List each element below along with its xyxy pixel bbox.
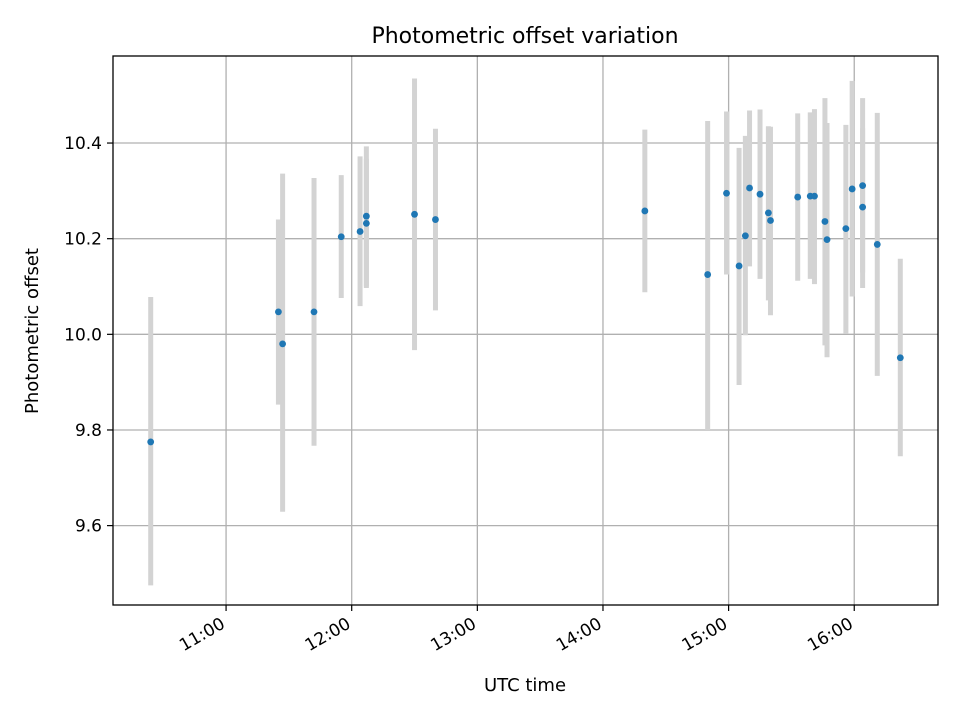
data-point bbox=[811, 192, 818, 200]
data-point bbox=[873, 241, 881, 248]
data-point bbox=[764, 209, 772, 217]
y-tick-label: 9.6 bbox=[75, 517, 102, 537]
data-point bbox=[362, 212, 370, 220]
x-axis-ticks: 11:00 12:00 13:00 14:00 15:00 16:00 bbox=[176, 605, 857, 656]
chart-title: Photometric offset variation bbox=[371, 24, 678, 49]
x-tick-label: 11:00 bbox=[176, 614, 228, 656]
data-point bbox=[704, 271, 712, 278]
data-point bbox=[411, 210, 418, 218]
data-point bbox=[842, 225, 850, 233]
data-point bbox=[756, 190, 764, 198]
data-point bbox=[741, 232, 749, 240]
data-point bbox=[310, 308, 318, 316]
y-axis-ticks: 9.6 9.8 10.0 10.2 10.4 bbox=[64, 134, 113, 537]
data-point bbox=[821, 218, 829, 225]
x-tick-label: 13:00 bbox=[427, 614, 479, 656]
data-point bbox=[896, 354, 904, 362]
x-tick-label: 14:00 bbox=[553, 614, 605, 656]
x-tick-label: 16:00 bbox=[804, 614, 856, 656]
plot-frame bbox=[112, 55, 939, 606]
data-point bbox=[823, 236, 831, 244]
y-axis-label: Photometric offset bbox=[22, 248, 43, 414]
data-point bbox=[859, 182, 867, 189]
data-point bbox=[147, 438, 155, 446]
data-point bbox=[848, 185, 856, 193]
y-tick-label: 9.8 bbox=[75, 421, 102, 441]
data-point bbox=[641, 207, 649, 215]
x-axis-label: UTC time bbox=[484, 675, 566, 696]
y-tick-label: 10.0 bbox=[64, 325, 102, 345]
data-point bbox=[859, 203, 867, 211]
data-point bbox=[279, 340, 287, 348]
error-bars bbox=[148, 78, 903, 586]
x-tick-label: 12:00 bbox=[302, 614, 354, 656]
data-point bbox=[337, 233, 345, 241]
data-point bbox=[735, 262, 743, 270]
data-point bbox=[767, 217, 774, 224]
data-point bbox=[432, 216, 439, 223]
data-points bbox=[147, 182, 904, 446]
y-tick-label: 10.4 bbox=[64, 134, 102, 154]
data-point bbox=[746, 184, 753, 192]
x-tick-label: 15:00 bbox=[679, 614, 731, 656]
data-point bbox=[362, 219, 370, 227]
data-point bbox=[275, 308, 282, 316]
y-tick-label: 10.2 bbox=[64, 230, 102, 250]
data-point bbox=[723, 189, 730, 197]
data-point bbox=[356, 228, 364, 235]
data-point bbox=[794, 193, 802, 201]
